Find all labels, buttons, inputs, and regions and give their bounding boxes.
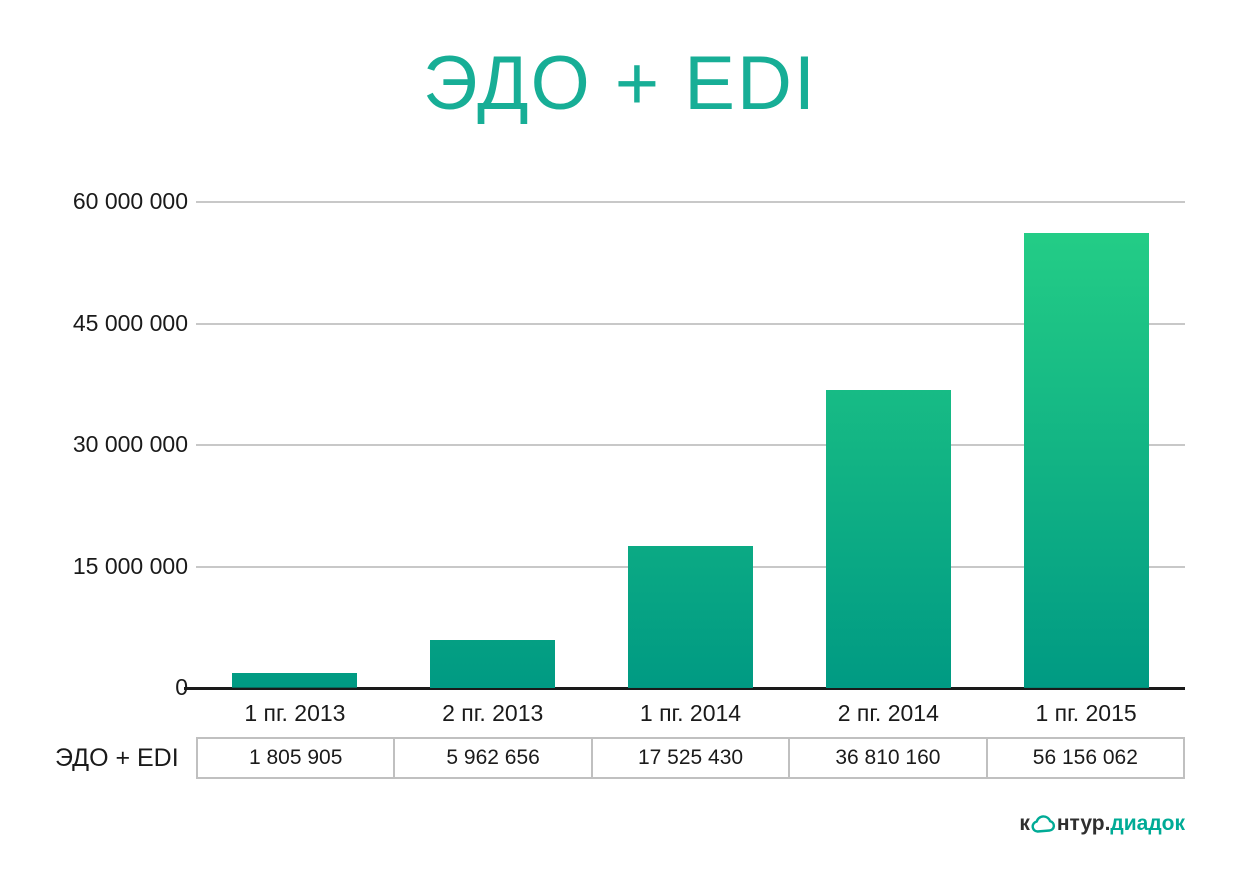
- x-tick-label: 2 пг. 2014: [837, 700, 939, 726]
- logo: к нтур. диадок: [1019, 812, 1185, 836]
- gridline: [196, 322, 1185, 325]
- plot-area: [184, 201, 1185, 690]
- bar-1 пг. 2014: [628, 546, 753, 688]
- y-tick-label: 0: [175, 674, 188, 700]
- table-cell: 1 805 905: [196, 737, 396, 779]
- table-cell: 17 525 430: [592, 737, 791, 779]
- logo-text-diadoc: диадок: [1110, 812, 1185, 835]
- y-tick-label: 15 000 000: [72, 552, 188, 579]
- table-cell: 36 810 160: [790, 737, 988, 779]
- bar-1 пг. 2013: [232, 673, 358, 688]
- y-tick-label: 30 000 000: [72, 431, 188, 457]
- x-axis-labels: 1 пг. 2013 2 пг. 2013 1 пг. 2014 2 пг. 2014…: [196, 700, 1185, 727]
- y-axis-labels: 0 15 000 000 30 000 000 45 000 000 60 000 00…: [40, 188, 188, 700]
- y-tick-label: 60 000 000: [72, 188, 188, 214]
- x-tick-label: 2 пг. 2013: [442, 700, 544, 726]
- chart-title: ЭДО + EDI: [423, 41, 817, 126]
- x-tick-label: 1 пг. 2013: [244, 700, 346, 726]
- gridline: [196, 444, 1185, 446]
- table-cell: 5 962 656: [395, 737, 593, 779]
- bar-2 пг. 2013: [430, 639, 556, 688]
- table-cell: 56 156 062: [987, 737, 1186, 779]
- logo-text-ntur: нтур.: [1056, 812, 1111, 835]
- x-tick-label: 1 пг. 2015: [1035, 700, 1137, 726]
- x-axis-line: [184, 687, 1185, 690]
- bar-2 пг. 2014: [825, 389, 951, 688]
- table-row-label: ЭДО + EDI: [55, 744, 179, 772]
- gridline: [196, 201, 1185, 203]
- bar-1 пг. 2015: [1023, 233, 1149, 688]
- data-table: 1 805 905 5 962 656 17 525 430 36 810 160 56…: [196, 737, 1186, 779]
- y-tick-label: 45 000 000: [72, 309, 188, 336]
- cloud-icon: [1031, 814, 1056, 834]
- logo-text-k: к: [1019, 812, 1030, 835]
- x-tick-label: 1 пг. 2014: [639, 700, 742, 726]
